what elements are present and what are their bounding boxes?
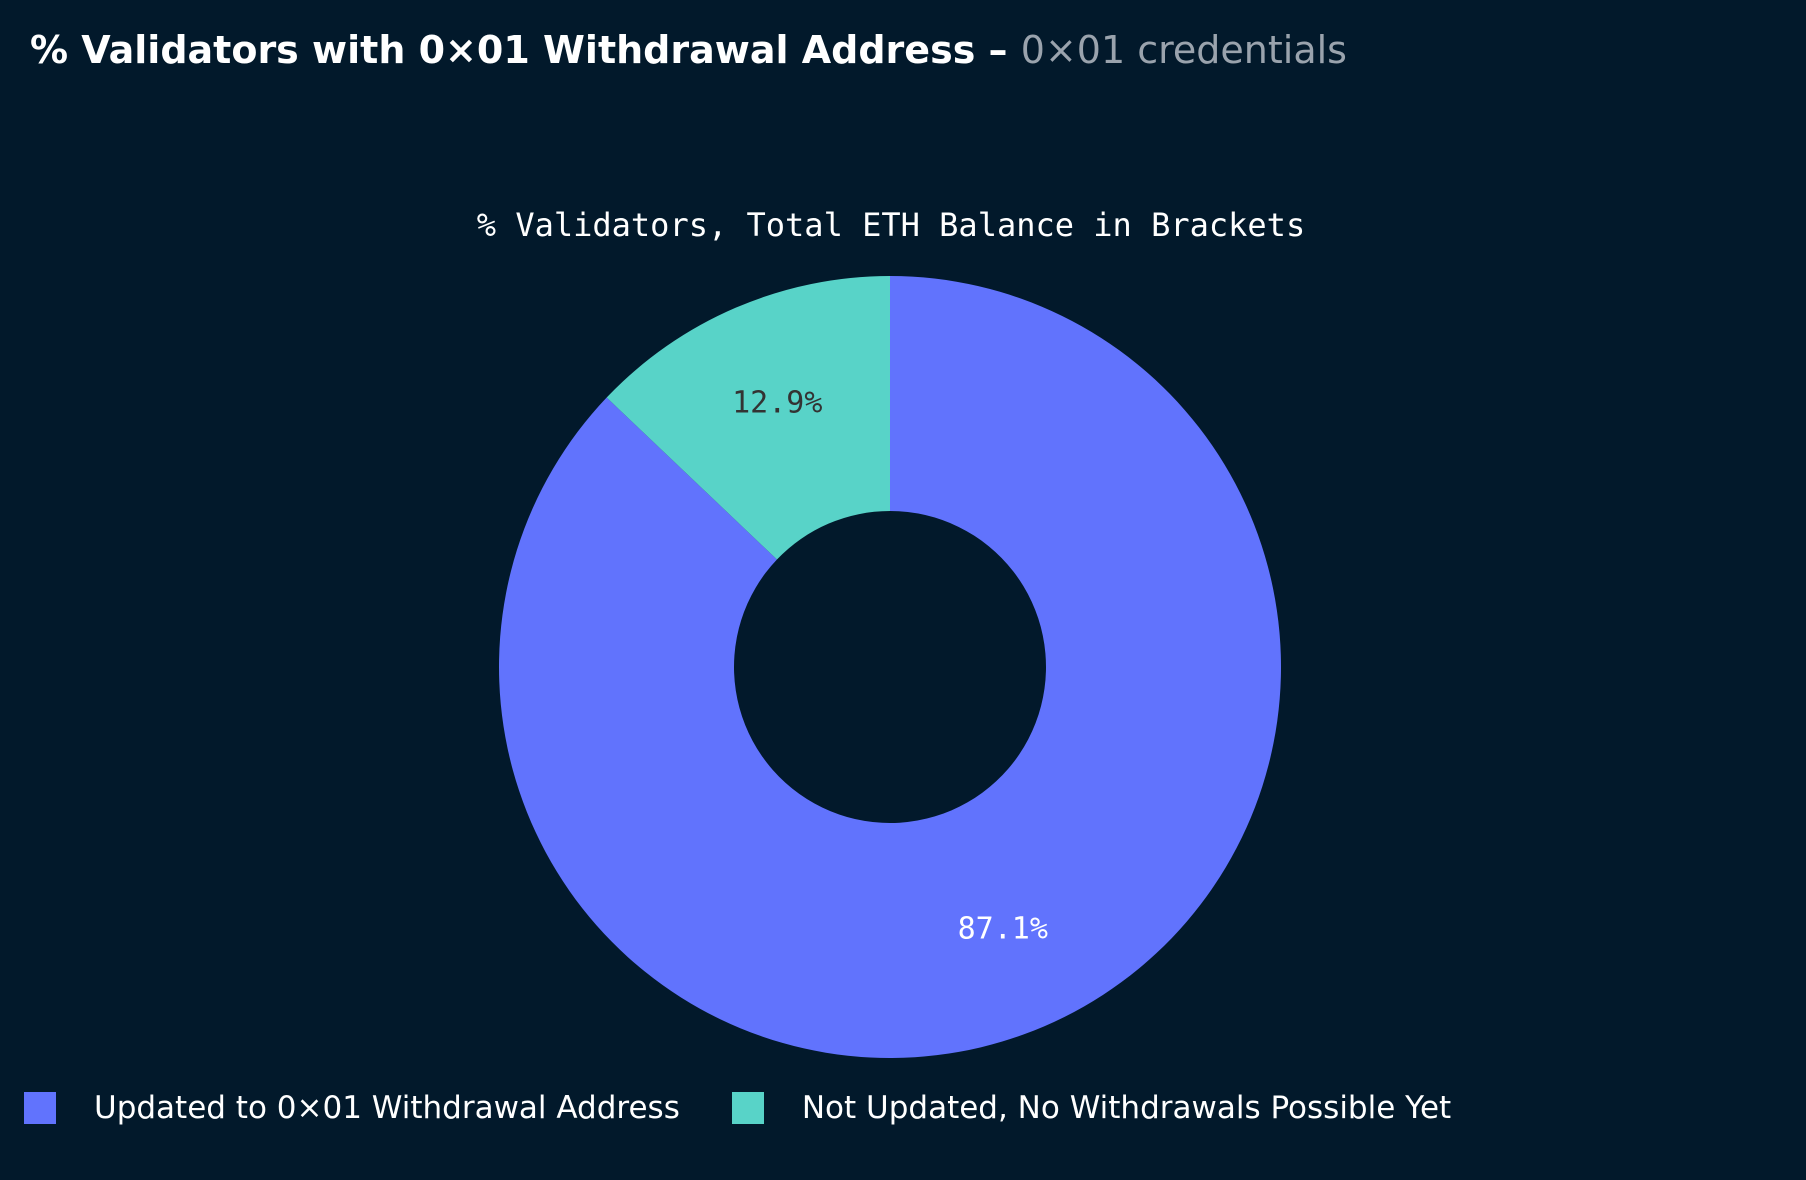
chart-title: % Validators, Total ETH Balance in Brack… (476, 206, 1306, 244)
legend-label-not-updated: Not Updated, No Withdrawals Possible Yet (801, 1090, 1452, 1126)
slice-updated[interactable] (498, 276, 1281, 1058)
donut-chart: 87.1% 12.9% (498, 276, 1281, 1058)
legend-swatch-not-updated (731, 1092, 764, 1124)
legend-swatch-updated (24, 1092, 56, 1124)
page-subtitle: 0×01 credentials (1020, 28, 1347, 72)
page-title: % Validators with 0×01 Withdrawal Addres… (30, 28, 976, 72)
page-header: % Validators with 0×01 Withdrawal Addres… (30, 22, 1347, 78)
chart-legend: Updated to 0×01 Withdrawal Address Not U… (24, 1090, 1503, 1126)
slice-label-not-updated: 12.9% (732, 386, 822, 421)
title-separator: – (988, 28, 1008, 72)
slice-not-updated[interactable] (606, 276, 890, 560)
legend-item-updated[interactable]: Updated to 0×01 Withdrawal Address (24, 1090, 680, 1126)
slice-label-updated: 87.1% (958, 911, 1048, 946)
legend-item-not-updated[interactable]: Not Updated, No Withdrawals Possible Yet (731, 1090, 1452, 1126)
legend-label-updated: Updated to 0×01 Withdrawal Address (94, 1090, 680, 1126)
